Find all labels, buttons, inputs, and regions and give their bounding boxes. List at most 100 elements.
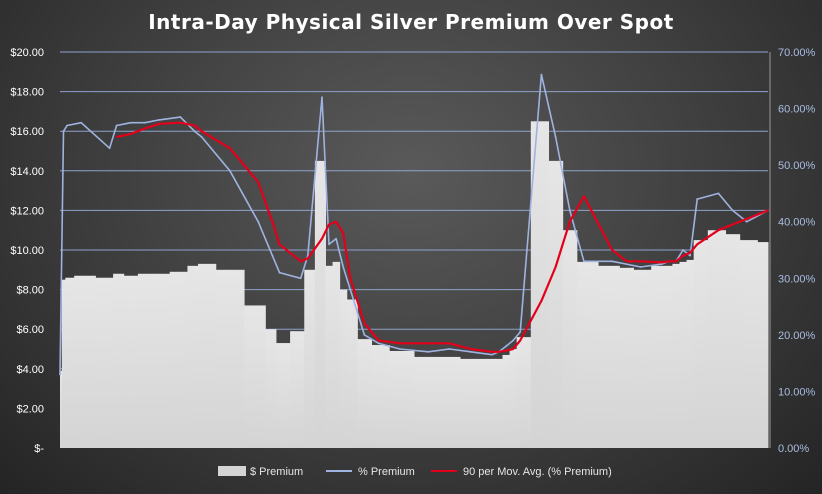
dollar-premium-bar [562,230,578,448]
90-per-mov-avg-premium-point [427,342,430,345]
right-axis-tick-label: 0.00% [778,443,809,455]
dollar-premium-bar [707,230,727,448]
90-per-mov-avg-premium-point [583,195,585,198]
90-per-mov-avg-premium-point [115,135,118,138]
dollar-premium-bar [633,269,652,448]
90-per-mov-avg-premium-point [398,342,401,345]
90-per-mov-avg-premium-point [448,342,451,345]
dollar-premium-bar [495,358,503,448]
dollar-premium-bar [371,345,390,448]
right-axis-tick-label: 50.00% [778,160,816,172]
premium-point [519,331,522,333]
dollar-premium-bar [502,354,511,448]
premium-point [745,220,748,223]
premium-point [427,350,430,353]
dollar-premium-bar [95,277,114,448]
90-per-mov-avg-premium-point [257,181,260,184]
dollar-premium-bar [290,331,305,448]
left-axis-tick-label: $10.00 [10,245,44,257]
premium-point [583,260,585,263]
left-axis-tick-label: $8.00 [16,285,44,297]
dollar-premium-bar [548,160,564,448]
90-per-mov-avg-premium-point [490,350,493,353]
90-per-mov-avg-premium-point [306,257,309,260]
dollar-premium-bar [481,358,496,448]
left-axis-tick-label: $12.00 [10,205,44,217]
90-per-mov-avg-premium-point [568,220,571,223]
legend-entry-90-per-mov-avg-premium: 90 per Mov. Avg. (% Premium) [463,466,612,478]
90-per-mov-avg-premium-point [675,260,677,263]
left-axis-tick-label: $6.00 [16,324,44,336]
dollar-premium-bar [693,240,709,448]
right-axis-tick-label: 40.00% [778,217,816,229]
dollar-premium-bar [215,269,245,448]
premium-point [554,135,557,138]
dollar-premium-bar [598,265,620,448]
left-axis-tick-label: $4.00 [16,364,44,376]
dollar-premium-bar [672,263,680,448]
premium-point [639,266,642,268]
dollar-premium-bar [516,337,532,448]
left-axis-tick-label: $16.00 [10,126,44,138]
premium-point [377,342,380,345]
dollar-premium-bar [304,269,316,448]
premium-point [321,96,323,99]
90-per-mov-avg-premium-point [328,223,330,226]
premium-point [363,333,366,336]
right-axis-tick-label: 60.00% [778,104,816,116]
left-axis-tick-label: $- [34,443,44,455]
premium-point [229,169,231,172]
90-per-mov-avg-premium-point [377,339,380,342]
dollar-premium-bar [60,370,63,448]
premium-point [689,254,692,257]
90-per-mov-avg-premium-point [625,260,628,263]
premium-point [179,116,182,118]
legend-entry-premium: % Premium [358,466,415,478]
90-per-mov-avg-premium-point [335,220,338,223]
dollar-premium-bar [187,265,199,448]
premium-point [200,135,203,138]
90-per-mov-avg-premium-point [660,261,663,264]
dollar-premium-bar [113,273,125,448]
premium-point [66,124,68,127]
premium-point [193,130,196,133]
90-per-mov-avg-premium-point [229,147,231,150]
premium-point [682,249,684,251]
dollar-premium-bar [65,277,75,448]
90-per-mov-avg-premium-point [540,300,543,302]
dollar-premium-bar [137,273,153,448]
premium-point [731,209,734,212]
premium-point [115,124,118,127]
90-per-mov-avg-premium-point [639,260,642,263]
dollar-premium-bar [265,329,277,448]
premium-point [696,198,699,200]
right-axis-tick-label: 20.00% [778,330,816,342]
dollar-premium-bar [198,263,217,448]
90-per-mov-avg-premium-point [193,124,196,127]
premium-point [505,345,507,348]
dollar-premium-bar [275,343,291,448]
90-per-mov-avg-premium-point [611,249,614,251]
premium-point [278,271,281,274]
90-per-mov-avg-premium-point [696,243,699,246]
left-axis-tick-label: $18.00 [10,87,44,99]
premium-point [328,243,330,246]
premium-point [59,373,61,376]
dollar-premium-bar [739,240,758,448]
90-per-mov-avg-premium-point [767,209,769,212]
90-per-mov-avg-premium-point [129,133,132,135]
premium-point [568,209,571,212]
dollar-premium-bar [169,271,188,448]
legend-swatch-dollar-premium [218,466,246,476]
dollar-premium-bar [61,279,66,448]
90-per-mov-avg-premium-point [519,339,522,342]
line-series [59,73,769,376]
premium-point [144,121,146,124]
90-per-mov-avg-premium-point [554,266,557,268]
premium-point [271,254,274,257]
premium-point [342,266,345,268]
dollar-premium-bar [651,265,666,448]
dollar-premium-bar [244,305,266,448]
legend: $ Premium % Premium 90 per Mov. Avg. (% Pr… [218,466,612,478]
